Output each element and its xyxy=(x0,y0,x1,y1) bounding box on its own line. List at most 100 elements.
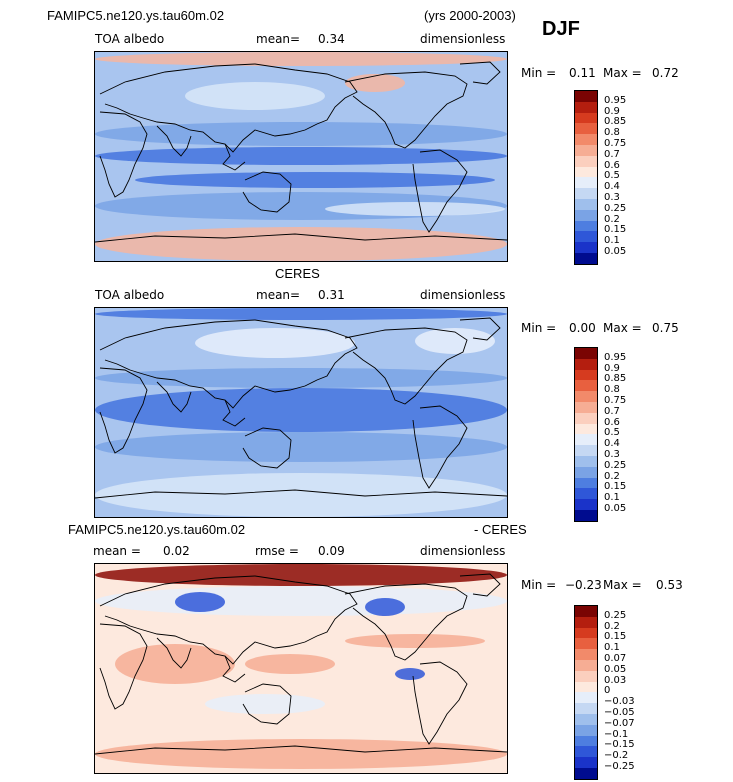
map-contour-region xyxy=(205,694,325,714)
panel1-min-value: 0.11 xyxy=(569,66,596,80)
coastline xyxy=(459,61,501,85)
coastline xyxy=(242,427,292,469)
colorbar-swatch xyxy=(575,412,597,424)
colorbar-swatch xyxy=(575,391,597,402)
coastline xyxy=(242,683,292,725)
colorbar-swatch xyxy=(575,231,597,243)
colorbar-tick-label: 0.5 xyxy=(604,170,620,182)
panel2-mean-label: mean= xyxy=(256,288,301,302)
colorbar-tick-label: 0.05 xyxy=(604,663,627,675)
map-contour-region xyxy=(95,368,507,388)
panel3-units: dimensionless xyxy=(420,544,506,558)
colorbar-swatch xyxy=(575,434,597,446)
colorbar-swatch xyxy=(575,177,597,189)
colorbar-tick-label: 0.75 xyxy=(604,138,627,149)
colorbar-swatch xyxy=(575,735,597,747)
map-contour-region xyxy=(175,592,225,612)
colorbar-tick-label: 0.3 xyxy=(604,192,620,203)
colorbar-tick-label: 0.1 xyxy=(604,642,620,654)
panel2-min-label: Min = xyxy=(521,321,557,335)
coastline xyxy=(156,381,192,413)
coastline xyxy=(344,71,468,149)
map-contour-region xyxy=(135,172,495,188)
map-contour-region xyxy=(325,202,505,216)
colorbar-swatch xyxy=(575,252,597,264)
colorbar-swatch xyxy=(575,477,597,489)
coastline xyxy=(459,317,501,341)
colorbar-swatch xyxy=(575,616,597,628)
coastline xyxy=(99,63,358,153)
colorbar-swatch xyxy=(575,509,597,521)
colorbar-tick-label: 0.85 xyxy=(604,116,627,128)
colorbar-tick-label: 0.75 xyxy=(604,395,627,406)
panel2-units: dimensionless xyxy=(420,288,506,302)
colorbar-swatch xyxy=(575,144,597,156)
coastline xyxy=(99,111,148,198)
colorbar-swatch xyxy=(575,757,597,768)
colorbar-swatch xyxy=(575,348,597,359)
map-contour-region xyxy=(415,328,495,354)
map-contour-region xyxy=(95,308,507,320)
coastline xyxy=(95,489,507,499)
panel3-mean-label: mean = xyxy=(93,544,141,558)
map-contour-region xyxy=(245,654,335,674)
season-title: DJF xyxy=(542,18,580,40)
colorbar-tick-label: −0.1 xyxy=(604,728,629,740)
coastline xyxy=(222,143,246,171)
coastline xyxy=(242,171,292,213)
colorbar-tick-label: 0.07 xyxy=(604,653,627,664)
colorbar-swatch xyxy=(575,746,597,758)
colorbar-tick-label: 0.7 xyxy=(604,405,620,417)
colorbar-swatch xyxy=(575,242,597,253)
panel2-title: CERES xyxy=(275,266,320,281)
map-contour-region xyxy=(95,586,507,616)
colorbar-swatch xyxy=(575,724,597,736)
colorbar-swatch xyxy=(575,488,597,500)
colorbar-swatch xyxy=(575,198,597,210)
panel3-title-right: - CERES xyxy=(474,522,527,537)
map-contour-region xyxy=(95,227,507,261)
colorbar-tick-label: −0.2 xyxy=(604,750,629,762)
panel1-variable: TOA albedo xyxy=(95,32,165,46)
colorbar-tick-label: 0.25 xyxy=(604,202,627,214)
panel3-min-value: −0.23 xyxy=(565,578,602,592)
coastline xyxy=(344,327,468,405)
map-contour-region xyxy=(115,644,235,684)
panel3-colorbar xyxy=(574,605,598,780)
colorbar-swatch xyxy=(575,134,597,145)
panel3-rmse-value: 0.09 xyxy=(318,544,345,558)
colorbar-swatch xyxy=(575,455,597,467)
map-contour-region xyxy=(95,147,507,165)
panel1-max-value: 0.72 xyxy=(652,66,679,80)
colorbar-swatch xyxy=(575,703,597,714)
colorbar-tick-label: 0.8 xyxy=(604,384,620,396)
map-contour-region xyxy=(185,82,325,110)
colorbar-swatch xyxy=(575,659,597,671)
colorbar-swatch xyxy=(575,188,597,199)
coastline xyxy=(156,125,192,157)
coastline xyxy=(412,405,468,489)
map-contour-region xyxy=(345,74,405,92)
colorbar-swatch xyxy=(575,123,597,135)
panel3-rmse-label: rmse = xyxy=(255,544,299,558)
coastline xyxy=(95,233,507,243)
coastline xyxy=(95,745,507,755)
colorbar-tick-label: 0.9 xyxy=(604,105,620,117)
colorbar-tick-label: 0.7 xyxy=(604,148,620,160)
map-contour-region xyxy=(95,432,507,462)
map-contour-region xyxy=(95,564,507,586)
map-contour-region xyxy=(395,668,425,680)
coastline xyxy=(99,623,148,710)
panel2-mean-value: 0.31 xyxy=(318,288,345,302)
colorbar-swatch xyxy=(575,101,597,113)
colorbar-tick-label: 0.8 xyxy=(604,127,620,139)
colorbar-swatch xyxy=(575,423,597,435)
panel3-max-value: 0.53 xyxy=(656,578,683,592)
colorbar-tick-label: 0.1 xyxy=(604,492,620,504)
coastline xyxy=(99,319,358,409)
panel3-min-label: Min = xyxy=(521,578,557,592)
colorbar-tick-label: 0.95 xyxy=(604,351,627,363)
colorbar-tick-label: 0.9 xyxy=(604,362,620,374)
map-contour-region xyxy=(95,122,507,146)
colorbar-tick-label: 0.6 xyxy=(604,159,620,171)
